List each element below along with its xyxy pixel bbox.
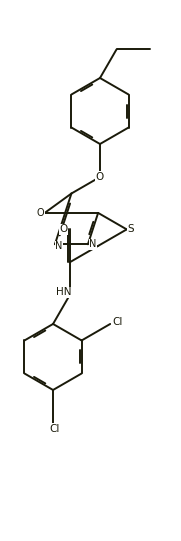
Text: Cl: Cl [50,424,60,434]
Text: Cl: Cl [112,317,122,327]
Text: HN: HN [56,287,71,298]
Text: S: S [127,225,134,234]
Text: N: N [89,239,97,249]
Text: N: N [55,241,63,251]
Text: O: O [59,225,68,234]
Text: O: O [96,172,104,182]
Text: O: O [37,208,45,218]
